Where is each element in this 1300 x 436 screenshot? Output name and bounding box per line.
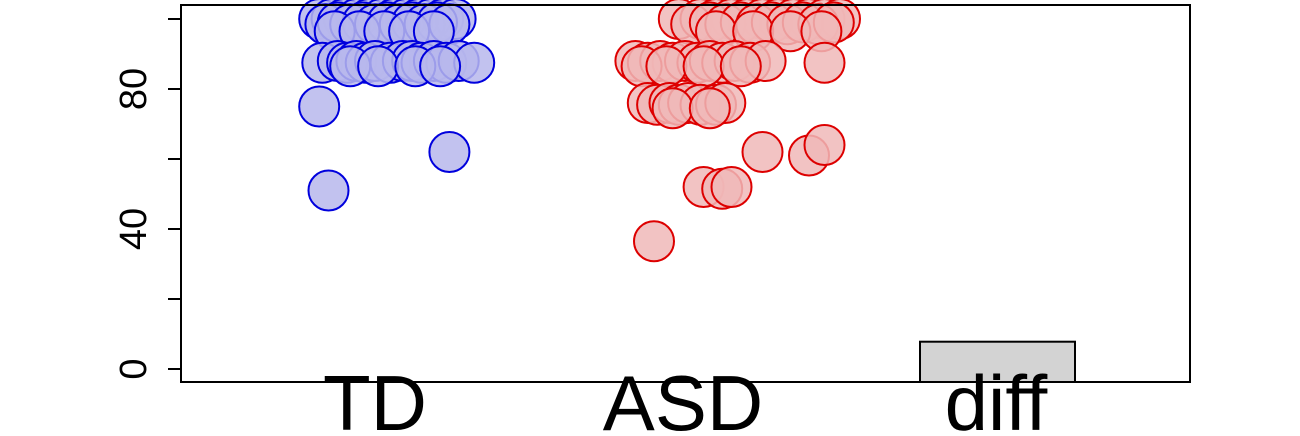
y-tick-label-0: 0 (113, 358, 155, 379)
td-point-43 (357, 45, 400, 88)
asd-point-57 (633, 220, 675, 263)
asd-point-50 (688, 87, 731, 130)
asd-point-38 (645, 45, 688, 88)
category-label-asd: ASD (603, 359, 763, 436)
category-label-td: TD (323, 359, 427, 436)
y-tick-label-40: 40 (113, 208, 155, 250)
td-point-48 (307, 169, 350, 212)
asd-point-56 (710, 166, 753, 208)
y-tick-label-80: 80 (113, 68, 155, 110)
td-point-47 (428, 131, 471, 173)
asd-point-40 (719, 45, 762, 88)
td-point-45 (419, 45, 462, 88)
asd-point-39 (682, 45, 725, 88)
asd-point-51 (741, 131, 784, 173)
asd-point-49 (651, 87, 694, 130)
diff-bar (919, 340, 1076, 384)
td-point-46 (298, 85, 341, 128)
category-label-diff: diff (945, 359, 1048, 436)
asd-point-36 (803, 41, 846, 84)
asd-point-53 (803, 124, 846, 166)
